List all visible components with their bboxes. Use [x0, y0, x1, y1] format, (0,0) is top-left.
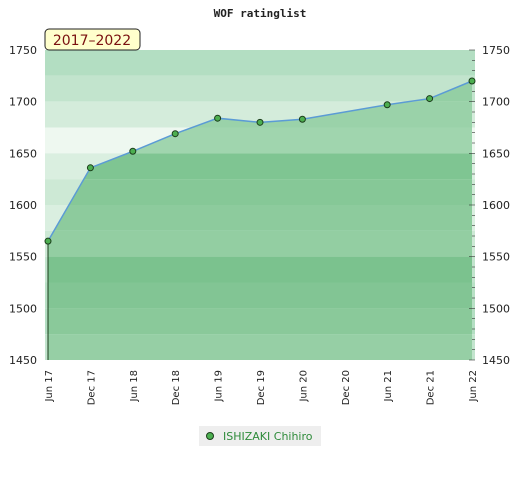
band-dark: [48, 230, 472, 257]
y-axis-left: 1450 1500 1550 1600 1650 1700 1750: [9, 44, 37, 367]
y-tick-label-left: 1650: [9, 147, 37, 160]
data-point[interactable]: [129, 147, 137, 155]
y-tick-label-left: 1600: [9, 199, 37, 212]
y-tick-label-left: 1700: [9, 96, 37, 109]
period-badge: 2017–2022: [44, 28, 141, 51]
x-axis: Jun 17 Dec 17 Jun 18 Dec 18 Jun 19 Dec 19 Jun …: [44, 370, 479, 405]
y-tick-label-right: 1550: [482, 251, 510, 264]
band-light: [45, 75, 475, 102]
legend-series-name: ISHIZAKI Chihiro: [223, 430, 313, 443]
data-point[interactable]: [468, 77, 476, 85]
series-markers: [44, 77, 476, 245]
x-tick-label: Dec 17: [86, 370, 97, 405]
x-tick-label: Jun 21: [383, 370, 394, 403]
band-dark: [48, 308, 472, 335]
x-tick-label: Dec 20: [341, 370, 352, 405]
x-tick-label: Dec 18: [171, 370, 182, 405]
y-axis-right: 1450 1500 1550 1600 1650 1700 1750: [482, 44, 510, 367]
y-tick-label-left: 1500: [9, 302, 37, 315]
x-tick-label: Jun 20: [298, 370, 309, 403]
y-tick-label-right: 1500: [482, 302, 510, 315]
band-light: [45, 50, 475, 76]
x-tick-label: Dec 21: [426, 370, 437, 405]
data-point[interactable]: [426, 95, 434, 103]
y-tick-label-left: 1750: [9, 44, 37, 57]
band-dark: [48, 282, 472, 309]
legend-box: [199, 426, 321, 446]
data-point[interactable]: [44, 237, 52, 245]
chart-title: WOF ratinglist: [214, 7, 307, 20]
x-tick-label: Jun 22: [468, 370, 479, 403]
y-tick-label-right: 1750: [482, 44, 510, 57]
legend-marker-icon: [206, 432, 214, 440]
data-point[interactable]: [298, 115, 306, 123]
y-tick-label-right: 1450: [482, 354, 510, 367]
band-dark: [48, 179, 472, 205]
y-tick-label-right: 1650: [482, 147, 510, 160]
x-tick-label: Jun 17: [44, 370, 55, 403]
band-dark: [48, 334, 472, 360]
y-tick-label-left: 1550: [9, 251, 37, 264]
band-dark: [48, 256, 472, 283]
legend[interactable]: ISHIZAKI Chihiro: [199, 426, 321, 446]
series-line: [47, 80, 473, 242]
band-dark: [48, 205, 472, 231]
x-tick-label: Jun 18: [129, 370, 140, 403]
period-label: 2017–2022: [53, 33, 131, 49]
data-point[interactable]: [171, 130, 179, 138]
x-tick-label: Dec 19: [256, 370, 267, 405]
period-badge-box: [44, 28, 141, 51]
y-tick-label-right: 1600: [482, 199, 510, 212]
data-point[interactable]: [256, 118, 264, 126]
data-point[interactable]: [383, 101, 391, 109]
data-point[interactable]: [86, 164, 94, 172]
band-dark: [48, 153, 472, 180]
x-tick-label: Jun 19: [214, 370, 225, 403]
y-tick-label-right: 1700: [482, 96, 510, 109]
data-point[interactable]: [214, 114, 222, 122]
y-tick-label-left: 1450: [9, 354, 37, 367]
